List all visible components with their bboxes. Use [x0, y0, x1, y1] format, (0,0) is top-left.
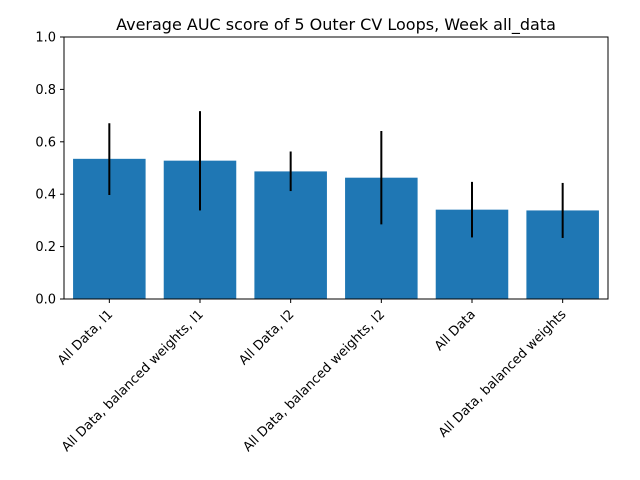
error-bars-group — [108, 111, 564, 238]
y-tick-label: 1.0 — [35, 31, 56, 46]
plot-frame — [63, 36, 609, 300]
y-tick-label: 0.4 — [35, 188, 56, 203]
chart-title: Average AUC score of 5 Outer CV Loops, W… — [116, 15, 556, 35]
x-tick-label: All Data, balanced weights, l2 — [240, 307, 388, 455]
y-ticks-group: 0.0 0.2 0.4 0.6 0.8 1.0 — [35, 31, 64, 308]
x-tick-label: All Data, balanced weights, l1 — [59, 307, 207, 455]
y-tick-label: 0.8 — [35, 83, 56, 98]
x-tick-label: All Data — [432, 307, 479, 354]
y-tick-label: 0.0 — [35, 293, 56, 308]
y-tick-label: 0.6 — [35, 135, 56, 150]
y-tick-label: 0.2 — [35, 240, 56, 255]
bar — [254, 171, 327, 299]
x-tick-label: All Data, l2 — [236, 307, 297, 368]
x-tick-label: All Data, l1 — [55, 307, 116, 368]
axes-group — [63, 36, 609, 300]
bars-group — [73, 158, 599, 299]
